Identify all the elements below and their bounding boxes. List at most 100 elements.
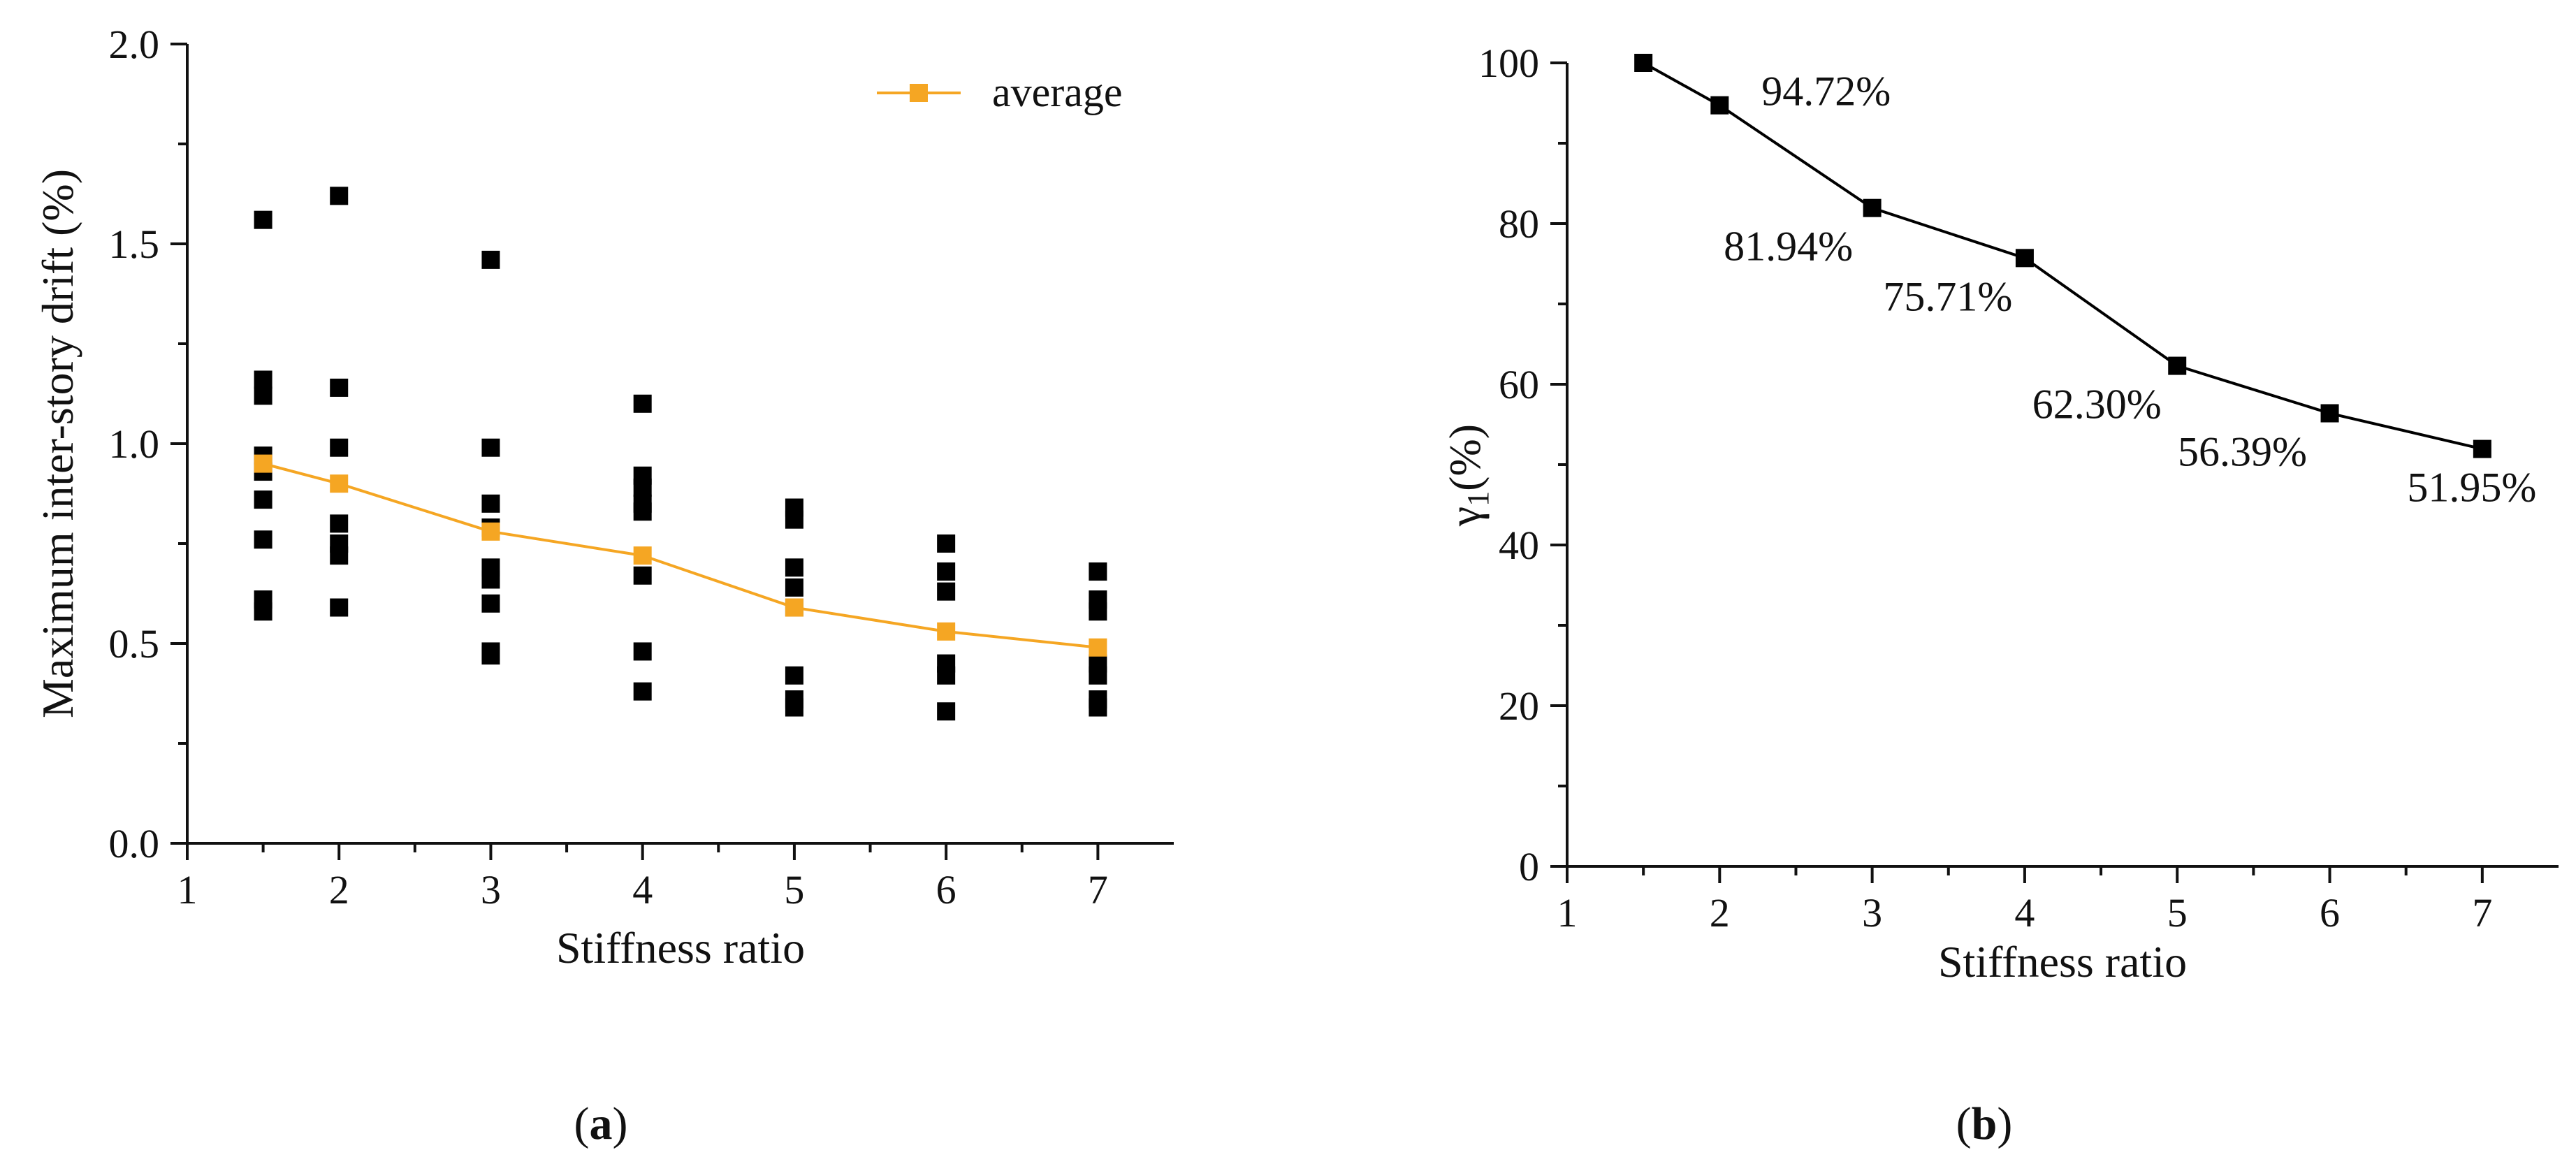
panel-a-y-ticks: 0.0 0.5 1.0 1.5 2.0 bbox=[109, 22, 187, 866]
panel-b-x-tick-label: 5 bbox=[2167, 890, 2188, 936]
panel-a-scatter-point bbox=[785, 510, 803, 529]
panel-a-scatter-point bbox=[481, 494, 500, 513]
panel-b-x-tick-label: 7 bbox=[2472, 890, 2492, 936]
legend-average-label: average bbox=[992, 69, 1123, 115]
panel-a-average-point bbox=[633, 546, 652, 565]
panel-b-data-label: 56.39% bbox=[2178, 429, 2307, 475]
panel-b-x-axis-label: Stiffness ratio bbox=[1938, 937, 2187, 987]
panel-a-scatter-point bbox=[1089, 562, 1107, 581]
panel-a-x-tick-label: 7 bbox=[1088, 867, 1108, 912]
panel-b-data-label: 94.72% bbox=[1761, 68, 1891, 115]
panel-a-scatter-point bbox=[937, 582, 956, 601]
panel-a-x-axis-label: Stiffness ratio bbox=[556, 923, 805, 973]
panel-b-x-ticks: 1 2 3 4 5 6 7 bbox=[1557, 866, 2492, 936]
panel-a-scatter-point bbox=[633, 682, 652, 701]
panel-b-chart: 1 2 3 4 5 6 7 0 20 40 60 80 100 94.72% 81.94% 75.71% 6… bbox=[1440, 41, 2559, 1149]
panel-b-data-label: 75.71% bbox=[1883, 273, 2012, 319]
panel-a-y-tick-label: 1.0 bbox=[109, 421, 160, 467]
panel-a-x-ticks: 1 2 3 4 5 6 7 bbox=[177, 843, 1108, 912]
panel-a-y-axis-label: Maximum inter-story drift (%) bbox=[33, 169, 82, 718]
panel-a-scatter-point bbox=[254, 490, 272, 509]
panel-a-scatter-point bbox=[633, 394, 652, 413]
panel-a-scatter-point bbox=[633, 502, 652, 521]
panel-b-x-tick-label: 2 bbox=[1710, 890, 1730, 936]
panel-b-y-tick-label: 40 bbox=[1499, 523, 1539, 568]
panel-b-data-labels: 94.72% 81.94% 75.71% 62.30% 56.39% 51.95% bbox=[1724, 68, 2536, 511]
panel-b-label: (b) bbox=[1956, 1098, 2013, 1149]
panel-a-scatter-point bbox=[785, 558, 803, 577]
panel-a-scatter-point bbox=[481, 594, 500, 613]
panel-a-scatter-point bbox=[481, 570, 500, 589]
panel-a-x-tick-label: 2 bbox=[329, 867, 349, 912]
panel-a-average-point bbox=[481, 522, 500, 541]
panel-a-scatter-point bbox=[330, 598, 349, 617]
panel-a-chart: 1 2 3 4 5 6 7 0.0 0.5 1.0 1.5 2.0 average Stiffnes… bbox=[33, 22, 1174, 1149]
panel-a-scatter-point bbox=[254, 602, 272, 621]
panel-a-scatter-points bbox=[254, 187, 1107, 721]
panel-b-x-tick-label: 3 bbox=[1862, 890, 1882, 936]
panel-b-point bbox=[1863, 198, 1882, 217]
panel-a-scatter-point bbox=[481, 438, 500, 457]
panel-a-scatter-point bbox=[330, 514, 349, 533]
panel-a-x-tick-label: 6 bbox=[936, 867, 956, 912]
panel-b-y-axis-label: γ1(%) bbox=[1440, 424, 1495, 527]
panel-b-y-tick-label: 0 bbox=[1519, 844, 1539, 889]
panel-b-y-tick-label: 80 bbox=[1499, 201, 1539, 247]
panel-a-scatter-point bbox=[1089, 666, 1107, 685]
panel-b-x-tick-label: 1 bbox=[1557, 890, 1578, 936]
panel-a-x-tick-label: 1 bbox=[177, 867, 198, 912]
panel-a-scatter-point bbox=[330, 187, 349, 205]
panel-b-data-label: 51.95% bbox=[2407, 465, 2536, 511]
panel-b-series bbox=[1634, 54, 2491, 458]
panel-a-y-tick-label: 0.0 bbox=[109, 821, 160, 866]
panel-a-scatter-point bbox=[254, 386, 272, 405]
panel-a-average-series bbox=[254, 454, 1107, 657]
legend-average-marker bbox=[910, 84, 928, 102]
panel-a-scatter-point bbox=[633, 642, 652, 661]
panel-a-average-point bbox=[937, 622, 956, 641]
panel-a-average-point bbox=[254, 454, 272, 473]
panel-b-x-tick-label: 6 bbox=[2320, 890, 2340, 936]
panel-a-label: (a) bbox=[574, 1098, 628, 1149]
panel-a-scatter-point bbox=[937, 702, 956, 721]
panel-a-y-tick-label: 1.5 bbox=[109, 221, 160, 267]
panel-a-scatter-point bbox=[633, 566, 652, 585]
panel-b-data-label: 81.94% bbox=[1724, 224, 1853, 270]
panel-a-scatter-point bbox=[785, 578, 803, 597]
panel-a-x-tick-label: 3 bbox=[481, 867, 501, 912]
panel-a-average-point bbox=[1089, 638, 1107, 657]
panel-a-x-tick-label: 5 bbox=[784, 867, 804, 912]
panel-a-average-point bbox=[330, 474, 349, 493]
panel-a-average-line bbox=[263, 462, 1098, 649]
panel-b-data-label: 62.30% bbox=[2032, 381, 2162, 428]
panel-a-scatter-point bbox=[481, 250, 500, 269]
panel-a-scatter-point bbox=[254, 210, 272, 229]
panel-a-legend: average bbox=[877, 69, 1123, 115]
panel-b-point bbox=[2473, 439, 2491, 458]
panel-a-scatter-point bbox=[937, 534, 956, 553]
panel-b-y-tick-label: 100 bbox=[1478, 41, 1539, 86]
panel-b-point bbox=[2320, 404, 2339, 423]
panel-a-y-tick-label: 2.0 bbox=[109, 22, 160, 67]
panel-a-scatter-point bbox=[254, 530, 272, 549]
panel-b-y-tick-label: 20 bbox=[1499, 683, 1539, 729]
panel-b-point bbox=[1634, 54, 1653, 72]
panel-a-scatter-point bbox=[785, 666, 803, 685]
panel-a-scatter-point bbox=[481, 646, 500, 665]
panel-a-x-tick-label: 4 bbox=[632, 867, 653, 912]
panel-a-scatter-point bbox=[1089, 698, 1107, 717]
panel-a-scatter-point bbox=[330, 438, 349, 457]
panel-b-y-ticks: 0 20 40 60 80 100 bbox=[1478, 41, 1567, 889]
panel-b-y-tick-label: 60 bbox=[1499, 362, 1539, 407]
panel-a-y-tick-label: 0.5 bbox=[109, 621, 160, 667]
panel-a-scatter-point bbox=[785, 698, 803, 717]
panel-a-scatter-point bbox=[1089, 602, 1107, 621]
panel-a-scatter-point bbox=[633, 478, 652, 497]
panel-a-scatter-point bbox=[937, 666, 956, 685]
panel-a-scatter-point bbox=[330, 546, 349, 565]
panel-b-point bbox=[2168, 356, 2187, 375]
panel-a-scatter-point bbox=[937, 562, 956, 581]
panel-b-point bbox=[1710, 96, 1729, 115]
panel-a-average-point bbox=[785, 598, 803, 617]
